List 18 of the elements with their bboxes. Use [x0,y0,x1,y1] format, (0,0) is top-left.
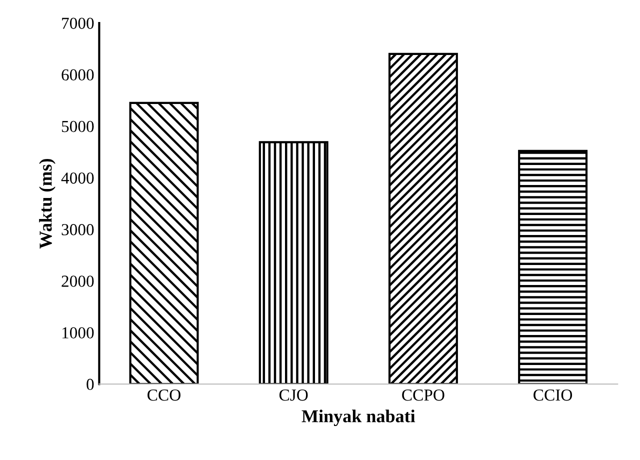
x-tick-label: CJO [279,389,308,401]
y-tick-label: 2000 [62,276,94,287]
y-tick-label: 4000 [61,172,94,184]
y-tick-label: 1000 [62,327,94,338]
x-tick-label: CCO [148,389,180,401]
y-tick-label: 5000 [62,120,94,132]
bar [388,52,458,384]
bar [129,102,199,384]
y-tick-label: 6000 [62,69,94,81]
bar [518,150,588,384]
x-tick-label: CCPO [402,389,444,401]
x-tick-label: CCIO [534,389,572,401]
y-axis-title: Waktu (ms) [39,158,56,249]
bar [258,141,328,384]
y-tick-label: 7000 [62,18,94,29]
x-axis-title: Minyak nabati [302,410,416,426]
y-tick-label: 0 [86,378,94,390]
y-tick-label: 3000 [62,224,94,236]
